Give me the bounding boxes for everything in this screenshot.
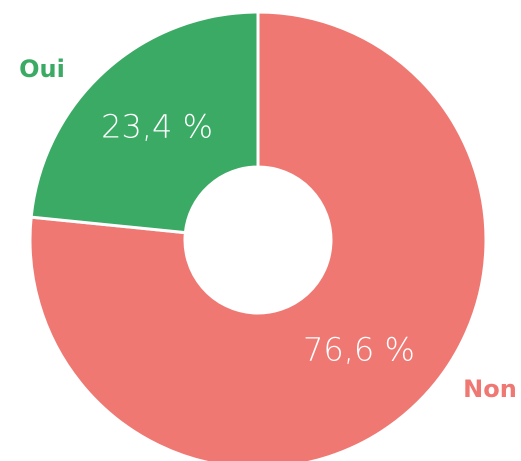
category-label: Oui [19, 55, 65, 83]
donut-segment [28, 10, 488, 461]
value-label: 23,4 % [101, 107, 213, 145]
category-label: Non [463, 375, 517, 403]
donut-segment [29, 10, 260, 235]
value-label: 76,6 % [303, 331, 415, 369]
